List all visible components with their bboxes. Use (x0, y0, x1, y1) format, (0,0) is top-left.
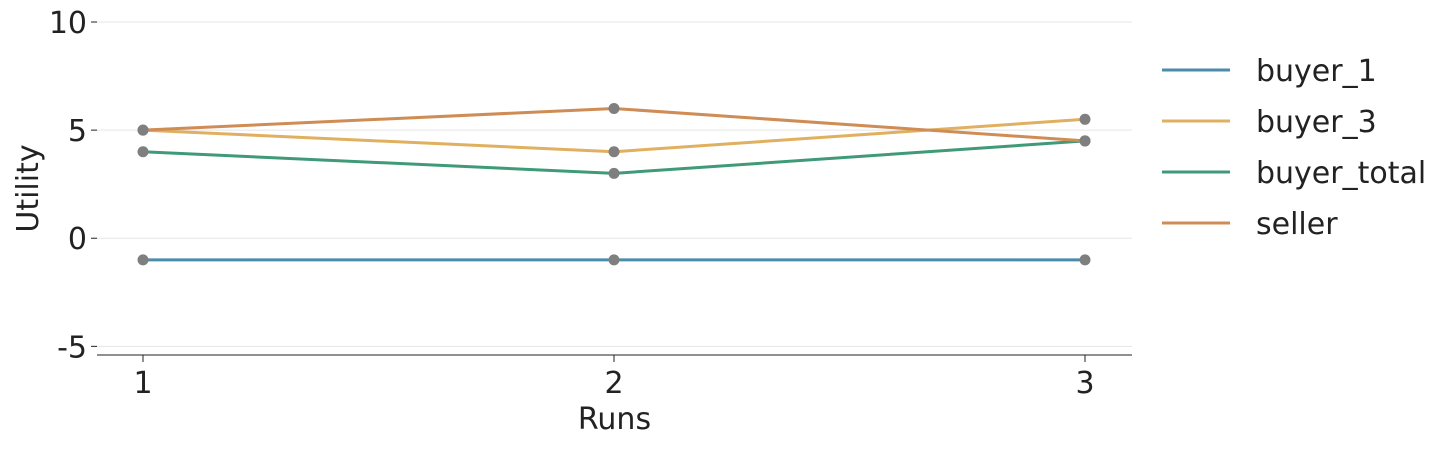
x-tick-label: 3 (1075, 366, 1094, 401)
data-point-buyer-3 (1079, 113, 1091, 125)
x-ticks: 1 2 3 (133, 355, 1095, 401)
y-axis-title: Utility (11, 144, 46, 232)
data-point-buyer-1 (608, 254, 620, 266)
grid (97, 21, 1132, 347)
data-point-buyer-3 (608, 146, 620, 158)
series-markers (137, 102, 1091, 266)
legend-label: buyer_total (1256, 156, 1426, 191)
legend-label: buyer_1 (1256, 54, 1377, 89)
legend-label: buyer_3 (1256, 105, 1377, 140)
data-point-buyer-1 (137, 254, 149, 266)
x-tick-label: 2 (604, 366, 623, 401)
x-tick-label: 1 (133, 366, 152, 401)
y-tick-label: 0 (68, 222, 87, 257)
legend-item: seller (1162, 207, 1338, 242)
y-tick-label: -5 (57, 330, 87, 365)
y-tick-label: 5 (68, 114, 87, 149)
legend-item: buyer_1 (1162, 54, 1377, 89)
legend-item: buyer_3 (1162, 105, 1377, 140)
legend-item: buyer_total (1162, 156, 1426, 191)
data-point-seller (608, 102, 620, 114)
axes: Runs Utility (11, 144, 1132, 437)
series-lines (141, 106, 1087, 262)
legend-label: seller (1256, 207, 1338, 242)
y-tick-label: 10 (49, 6, 87, 41)
data-point-seller (137, 124, 149, 136)
y-ticks: 10 5 0 -5 (49, 6, 97, 365)
data-point-buyer-total (137, 146, 149, 158)
x-axis-title: Runs (578, 402, 651, 437)
data-point-buyer-total (608, 167, 620, 179)
data-point-buyer-1 (1079, 254, 1091, 266)
data-point-seller (1079, 135, 1091, 147)
